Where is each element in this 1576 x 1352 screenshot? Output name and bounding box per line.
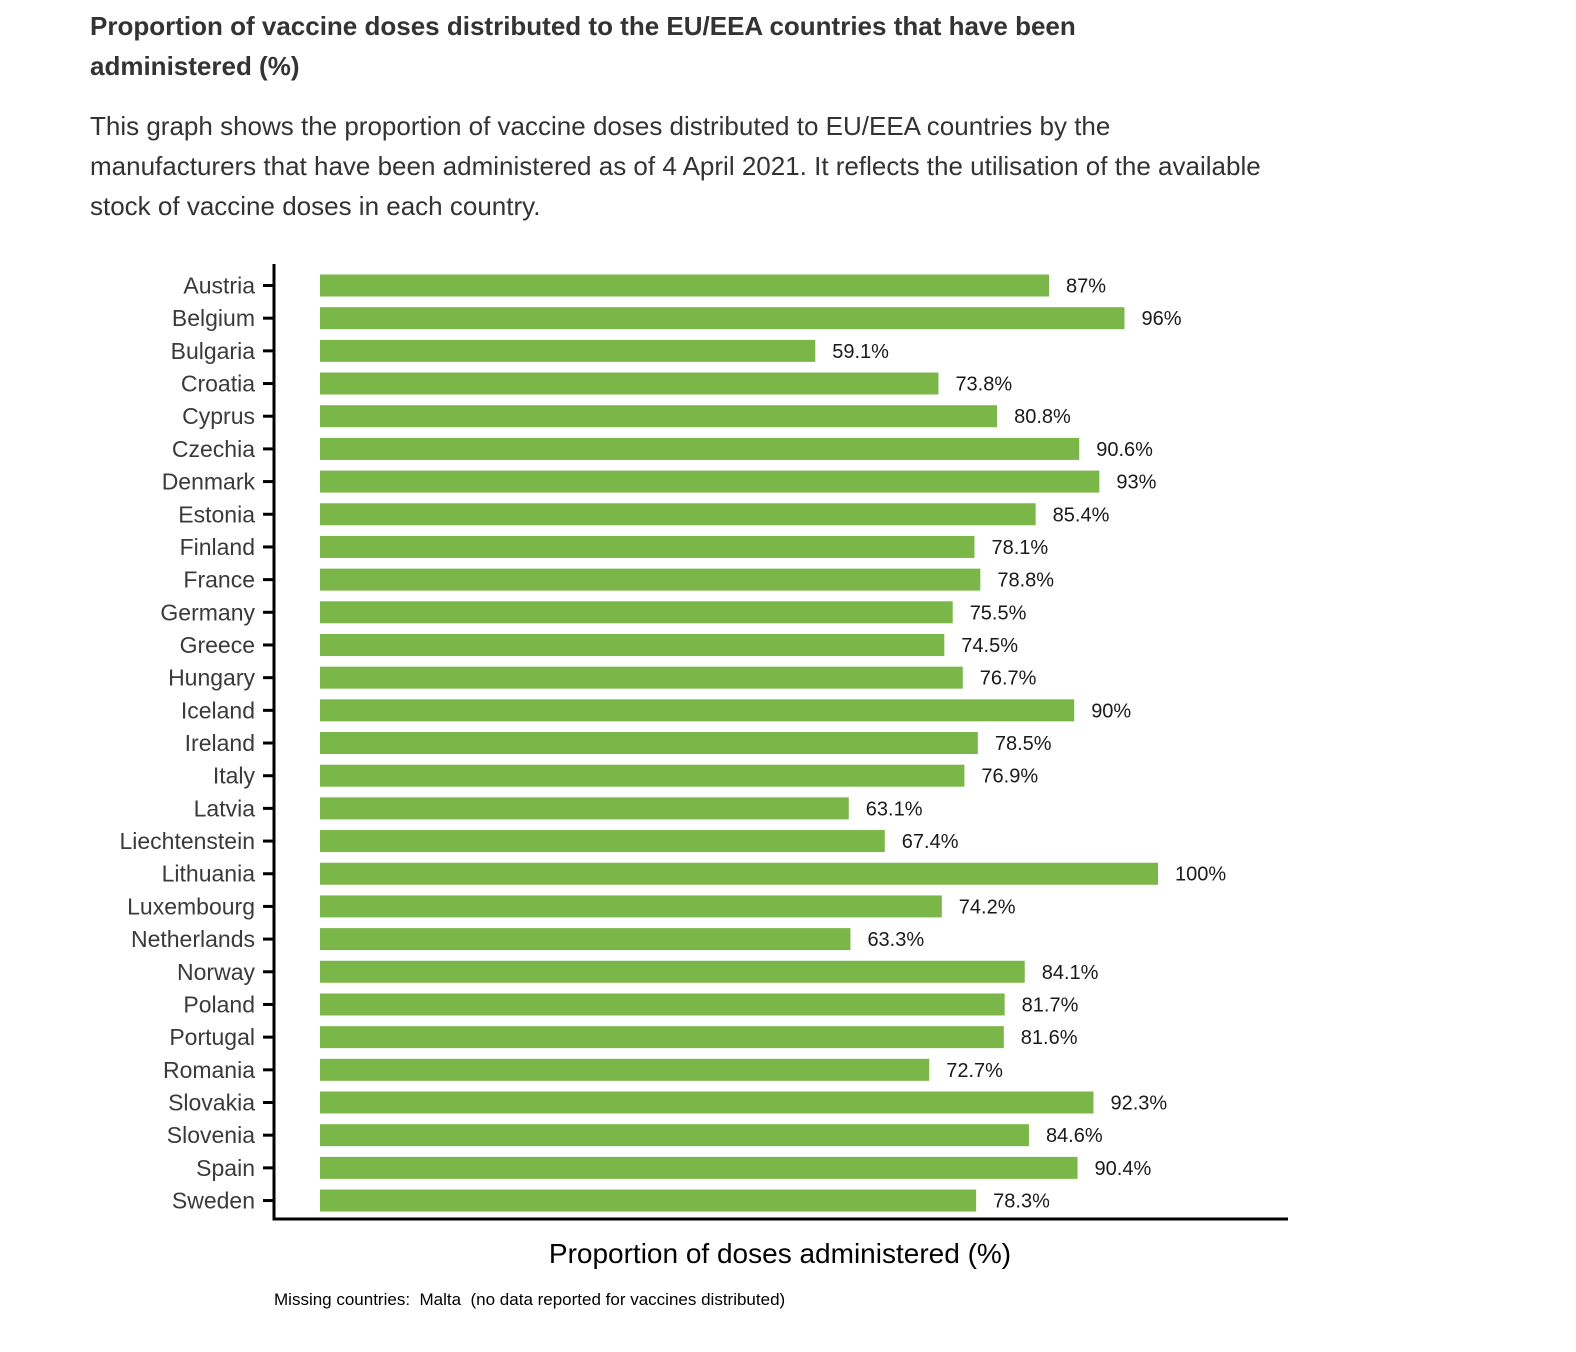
y-tick-label-poland: Poland [183, 991, 255, 1017]
value-label-sweden: 78.3% [993, 1191, 1050, 1213]
bar-liechtenstein [320, 830, 885, 853]
bar-sweden [320, 1189, 977, 1212]
bar-bulgaria [320, 339, 816, 362]
y-tick-label-france: France [183, 567, 255, 593]
y-tick-label-czechia: Czechia [172, 436, 255, 462]
y-tick-label-denmark: Denmark [162, 469, 256, 495]
value-label-cyprus: 80.8% [1014, 406, 1071, 428]
value-label-croatia: 73.8% [955, 374, 1012, 396]
y-axis-labels: Austria Belgium Bulgaria Croatia Cyprus Czech… [119, 273, 255, 1214]
value-label-norway: 84.1% [1042, 962, 1099, 984]
bar-estonia [320, 503, 1036, 526]
value-label-estonia: 85.4% [1053, 504, 1110, 526]
value-label-finland: 78.1% [991, 537, 1048, 559]
value-label-belgium: 96% [1141, 308, 1181, 330]
bar-portugal [320, 1026, 1004, 1049]
value-label-iceland: 90% [1091, 700, 1131, 722]
y-tick-label-iceland: Iceland [181, 697, 255, 723]
bar-ireland [320, 732, 978, 755]
y-tick-label-finland: Finland [180, 534, 255, 560]
bar-netherlands [320, 928, 851, 951]
bar-italy [320, 764, 965, 787]
y-tick-label-liechtenstein: Liechtenstein [119, 828, 255, 854]
y-tick-label-luxembourg: Luxembourg [127, 893, 255, 919]
bar-denmark [320, 470, 1100, 493]
y-tick-label-latvia: Latvia [194, 795, 256, 821]
y-tick-label-lithuania: Lithuania [162, 861, 256, 887]
bar-hungary [320, 666, 963, 689]
y-tick-label-norway: Norway [177, 959, 255, 985]
bars-group [320, 274, 1158, 1212]
y-tick-label-greece: Greece [180, 632, 255, 658]
value-label-lithuania: 100% [1175, 864, 1226, 886]
chart-description: This graph shows the proportion of vacci… [90, 111, 1261, 221]
value-label-luxembourg: 74.2% [959, 896, 1016, 918]
bar-iceland [320, 699, 1075, 722]
value-label-greece: 74.5% [961, 635, 1018, 657]
value-label-liechtenstein: 67.4% [902, 831, 959, 853]
value-label-ireland: 78.5% [995, 733, 1052, 755]
y-tick-label-slovakia: Slovakia [168, 1090, 255, 1116]
bar-romania [320, 1058, 930, 1081]
value-label-slovakia: 92.3% [1110, 1093, 1167, 1115]
bar-france [320, 568, 981, 591]
y-tick-label-croatia: Croatia [181, 371, 255, 397]
bar-norway [320, 960, 1025, 983]
bar-luxembourg [320, 895, 942, 918]
y-tick-label-portugal: Portugal [169, 1024, 255, 1050]
y-tick-label-austria: Austria [183, 273, 255, 299]
value-label-spain: 90.4% [1095, 1158, 1152, 1180]
bar-spain [320, 1156, 1078, 1179]
bar-belgium [320, 307, 1125, 330]
bar-lithuania [320, 862, 1158, 885]
bar-greece [320, 633, 945, 656]
y-tick-label-bulgaria: Bulgaria [171, 338, 256, 364]
value-label-poland: 81.7% [1022, 994, 1079, 1016]
value-label-netherlands: 63.3% [867, 929, 924, 951]
bar-czechia [320, 437, 1080, 460]
y-axis-ticks [263, 284, 274, 1203]
y-tick-label-estonia: Estonia [178, 501, 255, 527]
bar-latvia [320, 797, 849, 820]
y-tick-label-italy: Italy [213, 763, 256, 789]
y-tick-label-spain: Spain [196, 1155, 255, 1181]
y-tick-label-ireland: Ireland [185, 730, 255, 756]
y-tick-label-romania: Romania [163, 1057, 255, 1083]
footnote: Missing countries: Malta (no data report… [274, 1290, 785, 1309]
value-label-romania: 72.7% [946, 1060, 1003, 1082]
bar-croatia [320, 372, 939, 395]
bar-cyprus [320, 405, 998, 428]
value-label-denmark: 93% [1116, 472, 1156, 494]
y-tick-label-belgium: Belgium [172, 305, 255, 331]
bar-germany [320, 601, 953, 624]
chart-title: Proportion of vaccine doses distributed … [90, 11, 1076, 81]
value-label-austria: 87% [1066, 276, 1106, 298]
bar-slovenia [320, 1124, 1029, 1147]
y-tick-label-netherlands: Netherlands [131, 926, 255, 952]
bar-chart: Austria Belgium Bulgaria Croatia Cyprus Czech… [119, 264, 1288, 1309]
bar-finland [320, 535, 975, 558]
bar-slovakia [320, 1091, 1094, 1114]
x-axis-title: Proportion of doses administered (%) [549, 1238, 1011, 1269]
bar-poland [320, 993, 1005, 1016]
value-label-italy: 76.9% [981, 766, 1038, 788]
y-tick-label-cyprus: Cyprus [182, 403, 255, 429]
y-tick-label-slovenia: Slovenia [167, 1122, 255, 1148]
value-label-portugal: 81.6% [1021, 1027, 1078, 1049]
y-tick-label-germany: Germany [160, 599, 255, 625]
value-label-slovenia: 84.6% [1046, 1125, 1103, 1147]
value-label-germany: 75.5% [970, 602, 1027, 624]
value-label-latvia: 63.1% [866, 798, 923, 820]
y-tick-label-hungary: Hungary [168, 665, 255, 691]
value-label-czechia: 90.6% [1096, 439, 1153, 461]
value-label-hungary: 76.7% [980, 668, 1037, 690]
value-label-france: 78.8% [997, 570, 1054, 592]
value-labels: 87% 96% 59.1% 73.8%80.8% 90.6% 93% 85.4%78.1% 7… [832, 276, 1226, 1213]
y-tick-label-sweden: Sweden [172, 1188, 255, 1214]
value-label-bulgaria: 59.1% [832, 341, 889, 363]
bar-austria [320, 274, 1050, 297]
